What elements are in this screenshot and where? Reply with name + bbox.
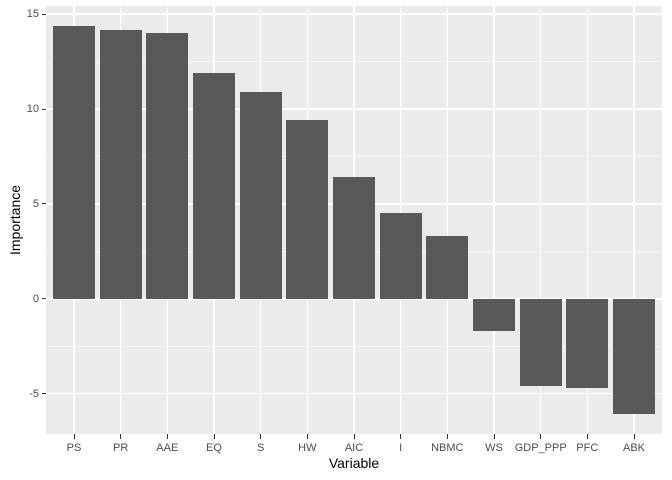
bar-PFC xyxy=(566,298,608,388)
x-tick-mark xyxy=(400,434,402,439)
y-tick-label: 5 xyxy=(32,197,39,210)
x-tick-label: HW xyxy=(298,442,317,454)
y-tick-mark xyxy=(41,298,46,300)
y-tick-mark xyxy=(41,108,46,110)
x-tick-label: NBMC xyxy=(431,442,464,454)
x-tick-mark xyxy=(213,434,215,439)
x-tick-mark xyxy=(353,434,355,439)
x-tick-label: EQ xyxy=(206,442,222,454)
x-tick-label: AIC xyxy=(344,442,364,454)
category-gridline xyxy=(493,6,495,434)
category-gridline xyxy=(586,6,589,434)
bar-AAE xyxy=(146,33,188,299)
x-tick-mark xyxy=(446,434,448,439)
bar-AIC xyxy=(333,177,375,299)
x-tick-label: WS xyxy=(485,442,503,454)
x-tick-mark xyxy=(306,434,308,439)
x-tick-mark xyxy=(166,434,168,439)
x-tick-label: ABK xyxy=(622,442,646,454)
bar-GDP_PPP xyxy=(520,298,562,387)
bar-HW xyxy=(286,120,328,299)
bar-EQ xyxy=(193,72,235,299)
bar-WS xyxy=(473,298,515,332)
x-tick-label: S xyxy=(257,442,265,454)
bar-S xyxy=(240,91,282,299)
bar-PS xyxy=(53,26,95,299)
x-tick-mark xyxy=(120,434,122,439)
plot-panel xyxy=(46,6,662,434)
y-tick-mark xyxy=(41,393,46,395)
y-tick-label: 10 xyxy=(26,103,39,115)
x-tick-mark xyxy=(73,434,75,439)
y-tick-mark xyxy=(41,203,46,205)
bar-ABK xyxy=(613,298,655,415)
x-tick-mark xyxy=(260,434,262,439)
x-tick-label: I xyxy=(399,442,403,454)
x-tick-label: PR xyxy=(113,442,129,454)
bar-PR xyxy=(100,30,142,299)
y-axis-title: Importance xyxy=(7,184,23,256)
category-gridline xyxy=(633,6,635,434)
x-tick-label: PS xyxy=(66,442,82,454)
x-tick-label: AAE xyxy=(156,442,179,454)
x-tick-mark xyxy=(633,434,635,439)
y-tick-label: -5 xyxy=(29,387,39,400)
x-axis-title: Variable xyxy=(328,455,380,471)
x-tick-mark xyxy=(493,434,495,439)
bar-NBMC xyxy=(426,236,468,299)
x-tick-mark xyxy=(540,434,542,439)
y-tick-mark xyxy=(41,13,46,15)
y-tick-label: 0 xyxy=(32,292,39,305)
bar-I xyxy=(380,213,422,299)
category-gridline xyxy=(539,6,542,434)
category-gridline xyxy=(446,6,449,434)
x-tick-mark xyxy=(586,434,588,439)
x-tick-label: PFC xyxy=(576,442,599,454)
y-tick-label: 15 xyxy=(26,8,39,21)
x-tick-label: GDP_PPP xyxy=(514,442,567,454)
